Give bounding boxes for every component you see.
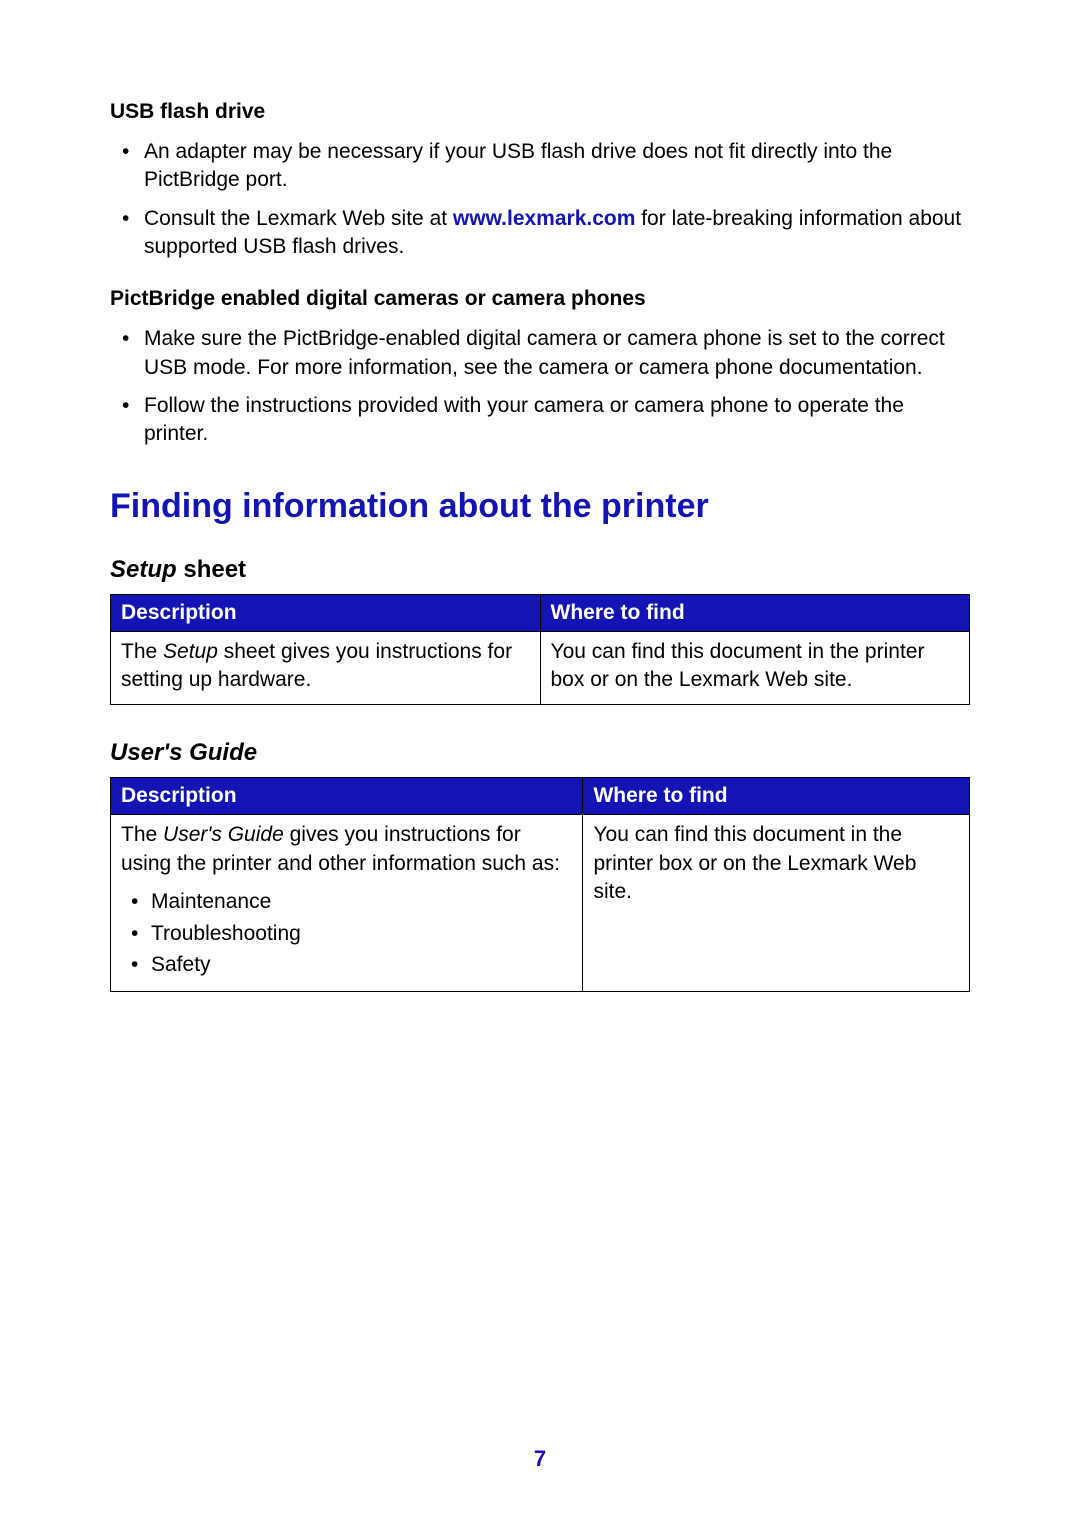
table-header-where: Where to find (583, 778, 970, 815)
list-item: Safety (151, 949, 572, 981)
table-cell-description: The User's Guide gives you instructions … (111, 815, 583, 991)
subheading-rest: sheet (177, 556, 246, 583)
list-item: Troubleshooting (151, 918, 572, 950)
text-fragment: The (121, 640, 163, 663)
setup-sheet-table: Description Where to find The Setup shee… (110, 594, 970, 706)
table-header-description: Description (111, 594, 541, 631)
table-header-description: Description (111, 778, 583, 815)
users-guide-inner-list: Maintenance Troubleshooting Safety (121, 886, 572, 981)
list-item: Follow the instructions provided with yo… (144, 392, 970, 449)
list-item: Maintenance (151, 886, 572, 918)
table-header-where: Where to find (540, 594, 970, 631)
table-cell-description: The Setup sheet gives you instructions f… (111, 631, 541, 705)
usb-flash-drive-heading: USB flash drive (110, 100, 970, 124)
setup-sheet-subheading: Setup sheet (110, 556, 970, 584)
subheading-italic: User's Guide (110, 739, 257, 766)
table-cell-where: You can find this document in the printe… (583, 815, 970, 991)
text-fragment: Consult the Lexmark Web site at (144, 207, 453, 230)
list-item: Make sure the PictBridge-enabled digital… (144, 325, 970, 382)
lexmark-link[interactable]: www.lexmark.com (453, 207, 635, 230)
text-italic: Setup (163, 640, 218, 663)
subheading-italic: Setup (110, 556, 177, 583)
list-item: Consult the Lexmark Web site at www.lexm… (144, 205, 970, 262)
users-guide-subheading: User's Guide (110, 739, 970, 767)
users-guide-table: Description Where to find The User's Gui… (110, 777, 970, 991)
usb-flash-drive-list: An adapter may be necessary if your USB … (110, 138, 970, 261)
text-italic: User's Guide (163, 823, 284, 846)
text-fragment: The (121, 823, 163, 846)
pictbridge-heading: PictBridge enabled digital cameras or ca… (110, 287, 970, 311)
page-number: 7 (0, 1446, 1080, 1472)
table-cell-where: You can find this document in the printe… (540, 631, 970, 705)
finding-info-heading: Finding information about the printer (110, 487, 970, 526)
pictbridge-list: Make sure the PictBridge-enabled digital… (110, 325, 970, 448)
list-item: An adapter may be necessary if your USB … (144, 138, 970, 195)
